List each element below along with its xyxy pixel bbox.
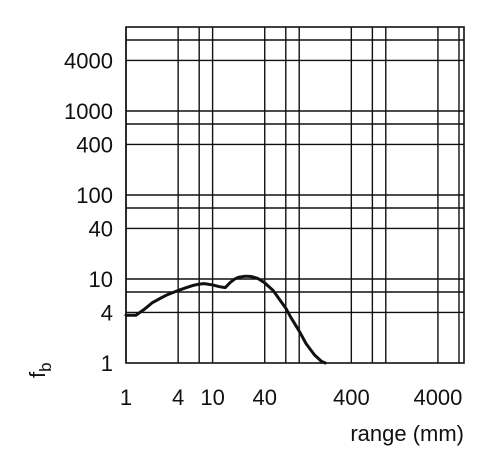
y-tick-label: 4: [101, 300, 113, 325]
y-axis-label-subscript: b: [36, 362, 55, 371]
x-tick-label: 4: [172, 385, 184, 410]
y-tick-label: 100: [76, 183, 113, 208]
x-axis-label: range (mm): [350, 421, 464, 446]
svg-text:fb: fb: [25, 362, 55, 378]
x-tick-label: 40: [252, 385, 276, 410]
series-line: [124, 274, 327, 365]
y-axis-label-main: f: [25, 371, 50, 378]
y-tick-label: 400: [76, 132, 113, 157]
x-tick-label: 4000: [413, 385, 462, 410]
y-tick-label: 1: [101, 351, 113, 376]
y-tick-label: 4000: [64, 48, 113, 73]
x-tick-label: 400: [333, 385, 370, 410]
x-tick-label: 1: [120, 385, 132, 410]
y-tick-label: 40: [89, 216, 113, 241]
plot-frame: [125, 26, 465, 364]
y-tick-label: 10: [89, 267, 113, 292]
gridlines: [125, 27, 464, 363]
y-tick-labels: 4000 1000 400 100 40 10 4 1: [64, 48, 113, 376]
x-tick-label: 10: [200, 385, 224, 410]
x-tick-labels: 1 4 10 40 400 4000: [120, 385, 463, 410]
y-axis-label: fb: [25, 362, 55, 378]
y-tick-label: 1000: [64, 99, 113, 124]
